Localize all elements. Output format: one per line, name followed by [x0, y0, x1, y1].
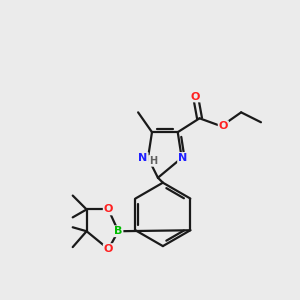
- Text: N: N: [138, 153, 148, 163]
- Text: O: O: [104, 204, 113, 214]
- Text: B: B: [114, 226, 122, 236]
- Text: O: O: [104, 244, 113, 254]
- Text: O: O: [191, 92, 200, 101]
- Text: N: N: [178, 153, 187, 163]
- Text: H: H: [149, 156, 157, 166]
- Text: O: O: [219, 121, 228, 131]
